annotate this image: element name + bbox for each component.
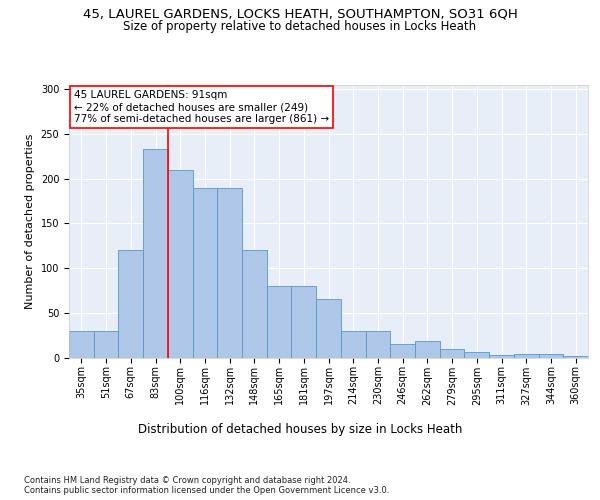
Bar	[217, 188, 242, 358]
Bar	[539, 354, 563, 358]
Bar	[365, 330, 390, 357]
Bar	[341, 330, 365, 357]
Bar	[415, 342, 440, 357]
Bar	[292, 286, 316, 358]
Text: Distribution of detached houses by size in Locks Heath: Distribution of detached houses by size …	[138, 422, 462, 436]
Text: 45, LAUREL GARDENS, LOCKS HEATH, SOUTHAMPTON, SO31 6QH: 45, LAUREL GARDENS, LOCKS HEATH, SOUTHAM…	[83, 8, 517, 20]
Bar	[267, 286, 292, 358]
Bar	[242, 250, 267, 358]
Text: Size of property relative to detached houses in Locks Heath: Size of property relative to detached ho…	[124, 20, 476, 33]
Y-axis label: Number of detached properties: Number of detached properties	[25, 134, 35, 309]
Bar	[316, 300, 341, 358]
Text: 45 LAUREL GARDENS: 91sqm
← 22% of detached houses are smaller (249)
77% of semi-: 45 LAUREL GARDENS: 91sqm ← 22% of detach…	[74, 90, 329, 124]
Bar	[514, 354, 539, 358]
Bar	[168, 170, 193, 358]
Bar	[94, 330, 118, 357]
Bar	[69, 330, 94, 357]
Bar	[390, 344, 415, 358]
Text: Contains HM Land Registry data © Crown copyright and database right 2024.
Contai: Contains HM Land Registry data © Crown c…	[24, 476, 389, 495]
Bar	[563, 356, 588, 358]
Bar	[464, 352, 489, 358]
Bar	[118, 250, 143, 358]
Bar	[489, 355, 514, 358]
Bar	[440, 348, 464, 358]
Bar	[193, 188, 217, 358]
Bar	[143, 150, 168, 358]
